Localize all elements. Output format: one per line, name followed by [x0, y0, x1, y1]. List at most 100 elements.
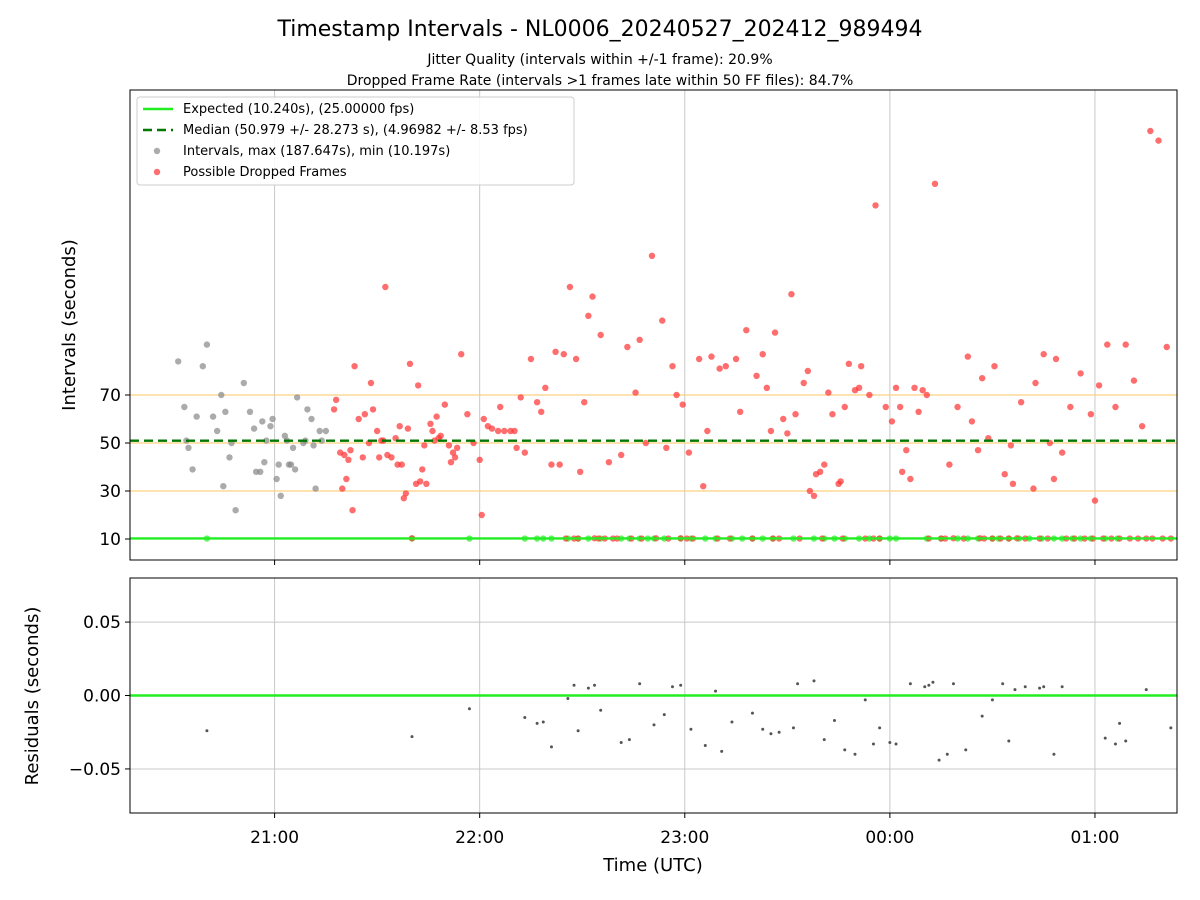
dropped-frame-point: [771, 329, 779, 336]
residual-point: [863, 698, 867, 702]
residual-point: [1060, 685, 1064, 689]
residual-point: [1042, 685, 1046, 689]
dropped-frame-point: [423, 480, 430, 487]
dropped-frame-point: [923, 391, 930, 399]
interval-point: [257, 468, 264, 475]
dropped-frame-point: [330, 406, 338, 413]
dropped-frame-point: [1138, 423, 1146, 430]
dropped-frame-point: [636, 336, 643, 343]
residual-point: [566, 696, 570, 700]
interval-point: [316, 427, 323, 435]
residual-point: [652, 723, 656, 727]
dropped-frame-point: [453, 444, 461, 451]
dropped-frame-point: [968, 418, 976, 425]
dropped-frame-point: [339, 485, 346, 492]
residual-point: [593, 683, 597, 687]
dropped-frame-point: [496, 403, 504, 411]
dropped-frame-point: [1017, 399, 1025, 406]
dropped-frame-point: [1050, 475, 1058, 483]
legend: Expected (10.240s), (25.00000 fps) Media…: [136, 96, 575, 186]
dropped-frame-point: [708, 353, 715, 360]
residual-point: [662, 713, 666, 717]
interval-point: [281, 432, 289, 439]
residual-point: [576, 729, 580, 733]
dropped-frame-point: [589, 293, 596, 300]
x-tick-label: 22:00: [455, 828, 504, 848]
dropped-frame-point: [780, 415, 787, 423]
dropped-frame-point: [511, 427, 518, 435]
dropped-frame-point: [359, 454, 366, 461]
dropped-frame-point: [1122, 341, 1129, 348]
residual-point: [720, 749, 724, 753]
residual-point: [951, 682, 955, 686]
residuals-y-tick-label: −0.05: [69, 760, 121, 780]
residual-point: [730, 720, 734, 724]
interval-point: [312, 485, 319, 492]
dropped-frame-point: [991, 363, 998, 370]
dropped-frame-point: [663, 444, 670, 451]
residuals-y-axis-label: Residuals (seconds): [22, 607, 43, 786]
dropped-frame-point: [759, 351, 766, 358]
interval-point: [318, 437, 325, 444]
dropped-frame-point: [825, 389, 832, 396]
residual-point: [1052, 752, 1056, 756]
residual-point: [843, 748, 847, 752]
residual-point: [599, 708, 603, 712]
residual-point: [619, 741, 623, 744]
dropped-frame-point: [494, 427, 502, 435]
residual-point: [871, 742, 875, 746]
legend-frame: [136, 96, 575, 186]
dropped-frame-point: [872, 202, 879, 209]
residual-point: [980, 714, 984, 718]
dropped-frame-point: [743, 327, 750, 334]
dropped-frame-point: [400, 495, 407, 502]
dropped-frame-point: [1058, 449, 1066, 456]
dropped-frame-point: [700, 483, 707, 490]
dropped-frame-point: [476, 456, 483, 463]
dropped-frame-point: [804, 367, 812, 375]
dropped-frame-point: [517, 394, 524, 401]
legend-median-label: Median (50.979 +/- 28.273 s), (4.96982 +…: [183, 123, 528, 138]
interval-point: [261, 459, 268, 466]
residual-point: [1001, 682, 1005, 686]
x-tick-label: 01:00: [1070, 828, 1119, 848]
dropped-frame-point: [767, 427, 775, 435]
dropped-frame-point: [892, 384, 900, 391]
dropped-frame-point: [800, 379, 807, 387]
dropped-frame-point: [1040, 351, 1047, 358]
jitter-quality-subtitle: Jitter Quality (intervals within +/-1 fr…: [426, 52, 772, 68]
dropped-frame-point: [369, 406, 377, 413]
dropped-frame-point: [898, 468, 906, 475]
x-axis-label: Time (UTC): [602, 855, 703, 876]
interval-point: [174, 358, 182, 365]
residual-point: [1038, 686, 1042, 690]
dropped-frame-point: [480, 415, 487, 423]
dropped-frame-point: [632, 389, 639, 396]
dropped-frame-point: [845, 360, 853, 367]
residual-point: [908, 682, 912, 686]
x-tick-label: 23:00: [660, 828, 709, 848]
dropped-frame-point: [433, 413, 440, 420]
interval-point: [220, 483, 227, 490]
interval-point: [322, 427, 330, 435]
interval-point: [273, 475, 280, 483]
dropped-frame-point: [402, 490, 410, 497]
legend-expected-label: Expected (10.240s), (25.00000 fps): [183, 102, 414, 117]
residual-point: [894, 742, 898, 746]
dropped-frame-point: [1130, 377, 1138, 384]
dropped-frame-point: [382, 283, 389, 291]
residual-point: [1118, 721, 1122, 725]
dropped-frame-point: [964, 353, 972, 360]
interval-point: [240, 379, 248, 387]
dropped-frame-point: [855, 384, 863, 391]
dropped-frame-point: [478, 511, 485, 519]
residual-point: [703, 743, 707, 747]
dropped-frame-point: [931, 180, 939, 187]
interval-point: [289, 444, 297, 451]
dropped-frame-point: [946, 461, 953, 468]
intervals-y-axis-label: Intervals (seconds): [59, 239, 80, 411]
dropped-frame-point: [1091, 497, 1099, 504]
dropped-frame-point: [1067, 403, 1074, 411]
dropped-frame-point: [427, 420, 434, 427]
dropped-frame-point: [806, 487, 814, 495]
